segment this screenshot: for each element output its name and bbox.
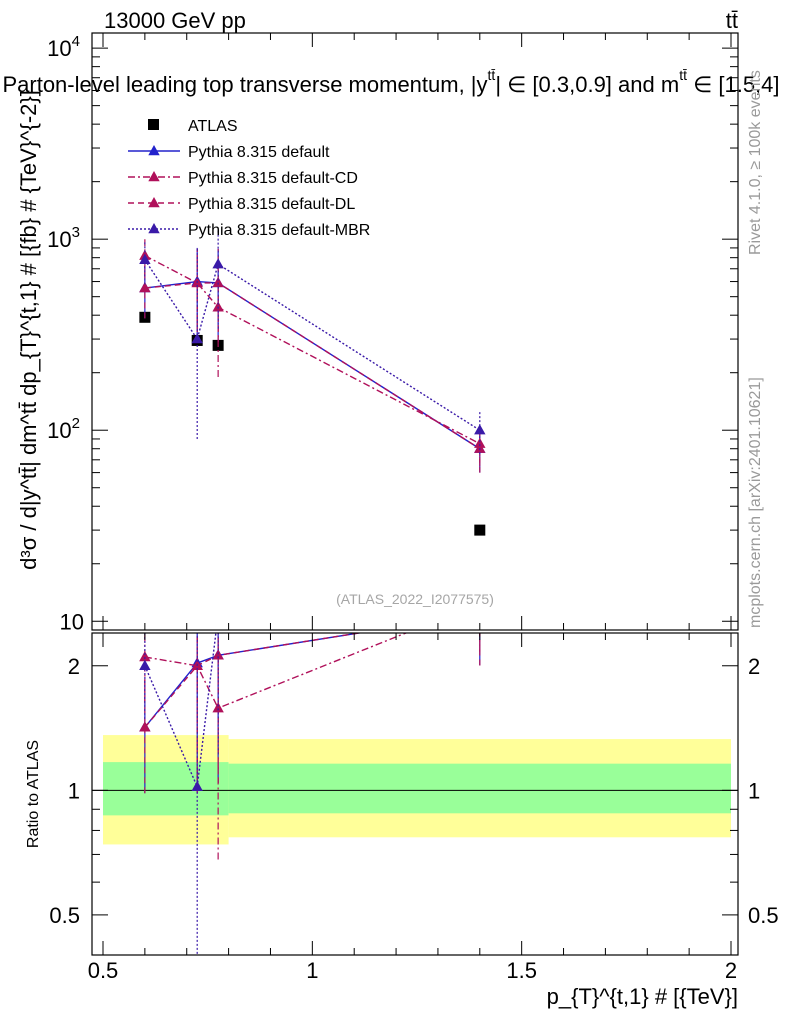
ratio-ylabel: Ratio to ATLAS xyxy=(25,740,42,848)
main-series-group xyxy=(139,228,486,536)
plot-title-part-1: Parton-level leading top transverse mome… xyxy=(2,72,487,97)
ratio-y-tick-label-right-2: 2 xyxy=(748,654,760,679)
ratio-band-inner-1 xyxy=(228,763,731,814)
axis-tick-labels: 0.5 1 1.5 2 10 102 103 104 0.5 0.5 1 1 2 2 xyxy=(47,33,778,983)
main-line-pythia-8-315-default-mbr xyxy=(144,259,481,431)
ratio-marker-pythia-8-315-default-mbr-2 xyxy=(212,609,223,619)
legend-label-atlas: ATLAS xyxy=(188,118,238,135)
main-marker-pythia-8-315-default-mbr-1 xyxy=(191,333,203,344)
ratio-marker-pythia-8-315-default-3 xyxy=(474,608,485,618)
plot-title-part-2: | ∈ [0.3,0.9] and m xyxy=(495,72,679,97)
mcplots-note: mcplots.cern.ch [arXiv:2401.10621] xyxy=(747,377,764,628)
main-y-tick-label-2: 103 xyxy=(47,224,80,252)
main-ylabel: d³σ / d|y^tt̄| dm^tt̄ dp_{T}^{t,1} # [{f… xyxy=(16,90,41,570)
main-line-pythia-8-315-default-dl xyxy=(144,282,481,450)
legend-label-pythia-8-315-default-cd: Pythia 8.315 default-CD xyxy=(188,170,358,187)
axis-ticks xyxy=(92,33,738,956)
ratio-marker-pythia-8-315-default-dl-3 xyxy=(474,608,485,618)
legend-swatch-pythia-8-315-default xyxy=(148,145,160,156)
x-axis-label: p_{T}^{t,1} # [{TeV}] xyxy=(547,984,738,1009)
main-marker-pythia-8-315-default-dl-0 xyxy=(139,282,151,293)
ratio-y-tick-label-0: 0.5 xyxy=(49,903,80,928)
main-line-pythia-8-315-default xyxy=(144,280,481,450)
ratio-line-pythia-8-315-default-mbr xyxy=(144,633,217,790)
legend: ATLAS Pythia 8.315 default Pythia 8.315 de… xyxy=(128,118,370,239)
ratio-line-pythia-8-315-default-cd xyxy=(144,633,408,710)
main-y-tick-label-3: 104 xyxy=(47,33,80,61)
svg-text:Parton-level leading top trans: Parton-level leading top transverse mome… xyxy=(2,67,779,97)
plot-title-sup-1: tt̄ xyxy=(488,67,496,83)
ratio-y-tick-label-right-0: 0.5 xyxy=(748,903,779,928)
ratio-marker-pythia-8-315-default-mbr-1 xyxy=(191,780,203,791)
plot-title-sup-2: tt̄ xyxy=(679,67,687,83)
main-frame xyxy=(91,32,739,631)
main-marker-pythia-8-315-default-mbr-0 xyxy=(139,253,151,264)
ratio-line-pythia-8-315-default-dl xyxy=(144,633,364,728)
atlas-point-3 xyxy=(474,524,486,536)
main-y-tick-label-0: 10 xyxy=(60,609,84,634)
ratio-band-inner-0 xyxy=(103,762,229,816)
rivet-note: Rivet 4.1.0, ≥ 100k events xyxy=(747,70,764,255)
ratio-line-pythia-8-315-default xyxy=(144,633,364,728)
ratio-marker-pythia-8-315-default-mbr-3 xyxy=(474,568,485,578)
main-marker-pythia-8-315-default-mbr-2 xyxy=(212,258,224,269)
main-y-tick-label-1: 102 xyxy=(47,415,80,443)
x-tick-label-0: 0.5 xyxy=(88,958,119,983)
plot-title-part-3: ∈ [1.5,4] xyxy=(687,72,780,97)
energy-label: 13000 GeV pp xyxy=(104,8,246,33)
legend-label-pythia-8-315-default-mbr: Pythia 8.315 default-MBR xyxy=(188,222,370,239)
legend-swatch-pythia-8-315-default-mbr xyxy=(148,223,160,234)
ratio-y-tick-label-1: 1 xyxy=(68,778,80,803)
ratio-marker-pythia-8-315-default-cd-0 xyxy=(139,650,151,662)
legend-label-pythia-8-315-default-dl: Pythia 8.315 default-DL xyxy=(188,196,355,213)
plot-title: Parton-level leading top transverse mome… xyxy=(2,67,779,97)
ratio-y-tick-label-right-1: 1 xyxy=(748,778,760,803)
main-marker-pythia-8-315-default-mbr-3 xyxy=(474,424,486,435)
ratio-marker-pythia-8-315-default-mbr-0 xyxy=(139,659,151,670)
legend-swatch-pythia-8-315-default-cd xyxy=(148,171,160,182)
main-marker-pythia-8-315-default-dl-2 xyxy=(212,276,224,288)
main-marker-pythia-8-315-default-dl-3 xyxy=(474,442,486,453)
x-tick-label-2: 1.5 xyxy=(506,958,537,983)
x-tick-label-1: 1 xyxy=(306,958,318,983)
process-label: tt̄ xyxy=(726,8,738,33)
analysis-watermark: (ATLAS_2022_I2077575) xyxy=(336,591,494,607)
main-line-pythia-8-315-default-cd xyxy=(144,255,481,445)
ratio-bands xyxy=(103,735,731,845)
ratio-y-tick-label-2: 2 xyxy=(68,654,80,679)
legend-label-pythia-8-315-default: Pythia 8.315 default xyxy=(188,144,330,161)
ratio-series-group xyxy=(139,568,485,955)
ratio-frame xyxy=(91,632,739,956)
legend-swatch-atlas xyxy=(148,119,159,130)
x-tick-label-3: 2 xyxy=(725,958,737,983)
ratio-marker-pythia-8-315-default-dl-0 xyxy=(139,721,151,732)
legend-swatch-pythia-8-315-default-dl xyxy=(148,197,160,208)
